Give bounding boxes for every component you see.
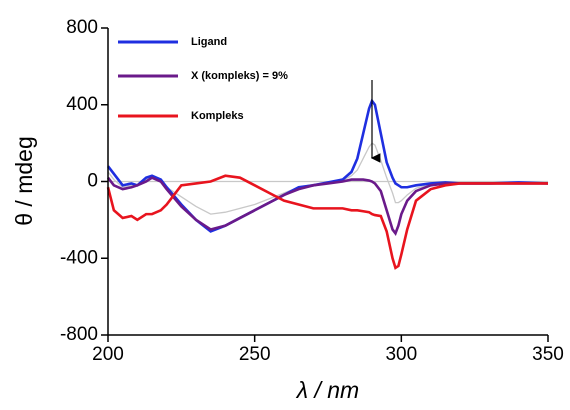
- x-axis-label: λ / nm: [295, 377, 359, 403]
- y-tick-label: -800: [60, 324, 98, 345]
- y-tick-label: 0: [87, 171, 98, 192]
- intermediate-line: [107, 142, 549, 215]
- series-line: [106, 174, 548, 270]
- y-tick-label: 800: [66, 17, 98, 38]
- x-tick-label: 250: [239, 344, 271, 365]
- legend-label: Kompleks: [191, 110, 244, 122]
- legend-label: X (kompleks) = 9%: [191, 70, 288, 82]
- y-tick-label: -400: [60, 247, 98, 268]
- legend-label: Ligand: [191, 36, 227, 48]
- y-tick-label: 400: [66, 94, 98, 115]
- x-tick-label: 200: [92, 344, 124, 365]
- x-tick-label: 350: [532, 344, 564, 365]
- y-axis-label: θ / mdeg: [11, 136, 37, 226]
- series-line: [106, 176, 548, 236]
- x-tick-label: 300: [385, 344, 417, 365]
- series-line: [106, 98, 549, 233]
